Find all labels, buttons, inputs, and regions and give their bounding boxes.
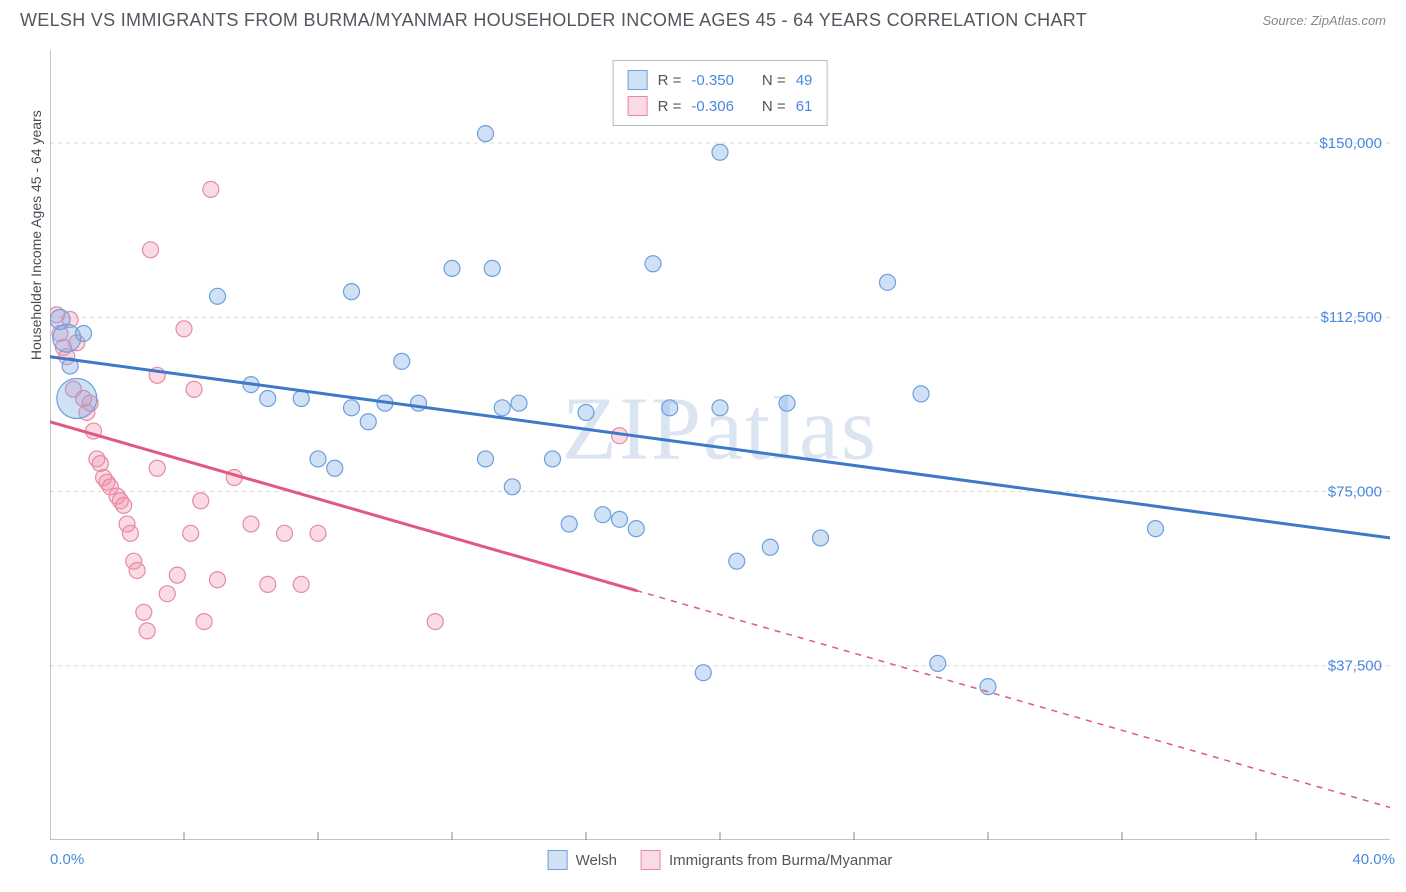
legend-label-series1: Welsh xyxy=(576,852,617,869)
x-axis-max-label: 40.0% xyxy=(1352,851,1395,868)
n-value-series2: 61 xyxy=(796,98,813,115)
svg-text:$112,500: $112,500 xyxy=(1321,309,1382,326)
chart-container: ZIPatlas Householder Income Ages 45 - 64… xyxy=(50,50,1390,840)
y-axis-label: Householder Income Ages 45 - 64 years xyxy=(28,110,44,360)
stats-row-series1: R = -0.350 N = 49 xyxy=(628,67,813,93)
x-axis-min-label: 0.0% xyxy=(50,851,84,868)
svg-text:$150,000: $150,000 xyxy=(1319,135,1382,152)
legend-label-series2: Immigrants from Burma/Myanmar xyxy=(669,852,892,869)
chart-header: WELSH VS IMMIGRANTS FROM BURMA/MYANMAR H… xyxy=(0,0,1406,39)
correlation-stats-legend: R = -0.350 N = 49 R = -0.306 N = 61 xyxy=(613,60,828,126)
chart-title: WELSH VS IMMIGRANTS FROM BURMA/MYANMAR H… xyxy=(20,10,1087,31)
legend-swatch-series2 xyxy=(641,850,661,870)
legend-item-series2: Immigrants from Burma/Myanmar xyxy=(641,850,892,870)
legend-swatch-series1 xyxy=(548,850,568,870)
swatch-series2 xyxy=(628,96,648,116)
source-attribution: Source: ZipAtlas.com xyxy=(1262,13,1386,28)
r-label: R = xyxy=(658,72,682,89)
svg-text:$37,500: $37,500 xyxy=(1328,658,1382,675)
r-value-series1: -0.350 xyxy=(691,72,734,89)
n-label: N = xyxy=(762,98,786,115)
n-label: N = xyxy=(762,72,786,89)
legend-item-series1: Welsh xyxy=(548,850,617,870)
svg-text:$75,000: $75,000 xyxy=(1328,483,1382,500)
scatter-plot-svg: $37,500 $75,000 $112,500 $150,000 xyxy=(50,50,1390,840)
stats-row-series2: R = -0.306 N = 61 xyxy=(628,93,813,119)
r-value-series2: -0.306 xyxy=(691,98,734,115)
n-value-series1: 49 xyxy=(796,72,813,89)
r-label: R = xyxy=(658,98,682,115)
swatch-series1 xyxy=(628,70,648,90)
series-legend: Welsh Immigrants from Burma/Myanmar xyxy=(548,850,893,870)
